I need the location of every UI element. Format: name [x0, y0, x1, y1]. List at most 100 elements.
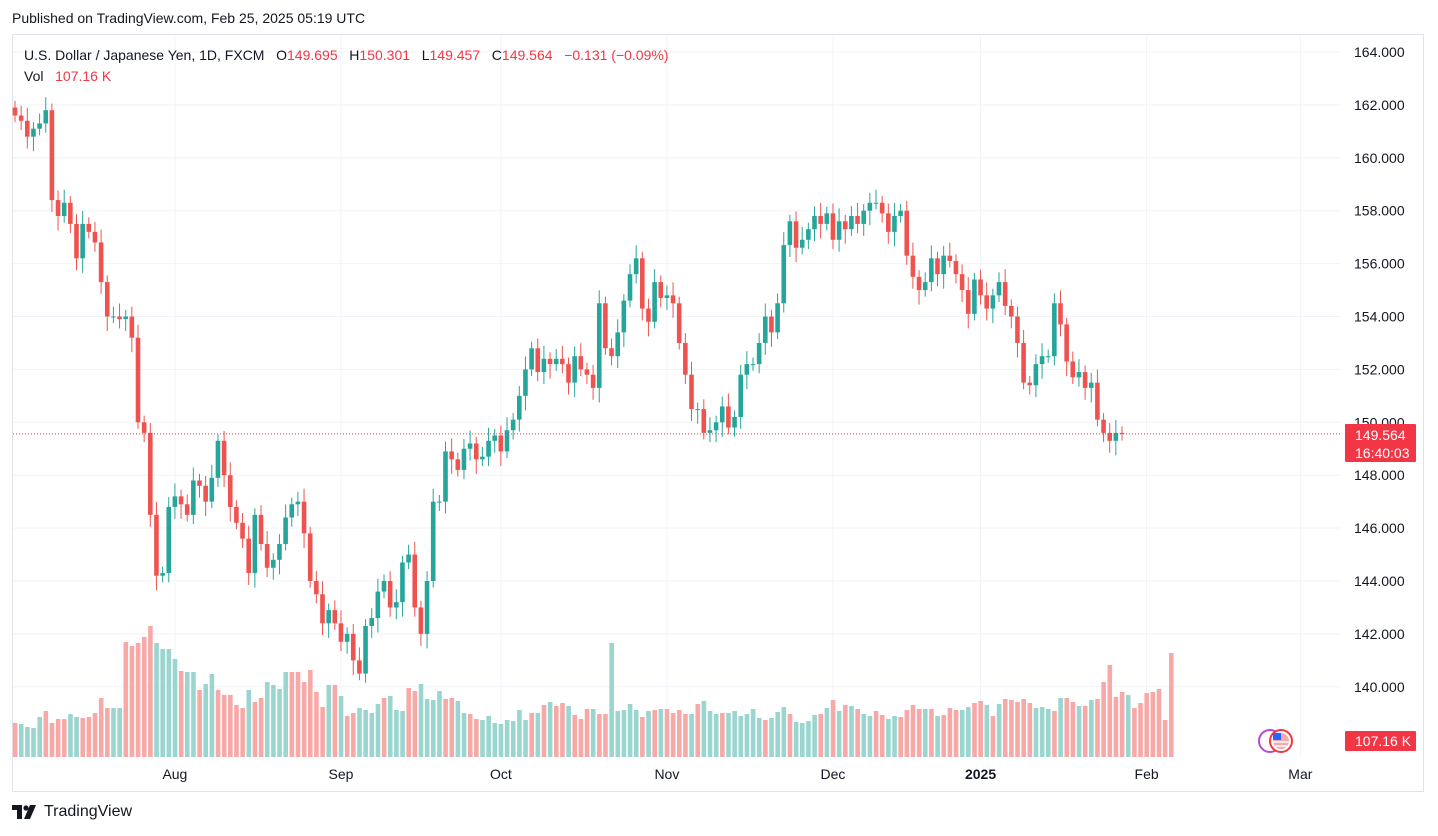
volume-bar	[1125, 695, 1131, 757]
candle	[400, 555, 405, 617]
candle	[836, 208, 842, 252]
volume-bar	[781, 707, 787, 757]
volume-bars	[12, 626, 1174, 757]
candle	[775, 293, 780, 339]
candle	[227, 462, 233, 522]
candle	[566, 357, 571, 395]
volume-bar	[935, 716, 940, 757]
candle	[111, 306, 116, 324]
volume-bar	[652, 710, 657, 757]
price-tick-label: 148.000	[1354, 467, 1405, 483]
legend-ohlc-row: U.S. Dollar / Japanese Yen, 1D, FXCM O14…	[24, 45, 668, 66]
candle	[596, 290, 602, 403]
volume-bar	[996, 704, 1002, 757]
volume-bar	[929, 709, 934, 757]
candle	[806, 222, 811, 250]
candle	[1119, 426, 1125, 441]
time-axis[interactable]: Aug Sep Oct Nov Dec 2025 Feb Mar	[162, 766, 1312, 782]
volume-bar	[400, 711, 405, 757]
volume-bar	[1150, 692, 1156, 757]
candle	[197, 473, 202, 498]
legend-low-value: 149.457	[429, 47, 481, 63]
volume-bar	[234, 705, 239, 757]
legend-volume-label[interactable]: Vol	[24, 68, 44, 84]
tradingview-logo[interactable]: TradingView	[12, 803, 132, 821]
candle	[430, 488, 436, 588]
candle	[978, 269, 983, 305]
legend-close-value: 149.564	[501, 47, 553, 63]
candle	[517, 386, 522, 432]
candle	[123, 309, 128, 332]
volume-bar	[787, 714, 793, 757]
candle	[1015, 306, 1020, 358]
volume-bar	[443, 699, 448, 757]
candle	[240, 513, 245, 548]
candle	[295, 491, 301, 517]
volume-bar	[898, 717, 903, 757]
volume-bar	[855, 709, 860, 757]
volume-bar	[271, 685, 276, 757]
candle	[984, 282, 989, 321]
candle	[148, 423, 153, 527]
volume-bar	[68, 714, 73, 757]
candle	[172, 483, 178, 519]
volume-bar	[191, 672, 196, 757]
candle	[627, 264, 633, 308]
legend-symbol[interactable]: U.S. Dollar / Japanese Yen, 1D, FXCM	[24, 47, 265, 63]
candle	[234, 500, 239, 530]
volume-bar	[830, 700, 836, 757]
volume-tag-bg	[1345, 731, 1416, 751]
price-tick-label: 144.000	[1354, 573, 1405, 589]
candle	[787, 214, 793, 257]
volume-bar	[621, 710, 627, 757]
time-tick-label: Feb	[1135, 766, 1159, 782]
candle	[357, 647, 362, 681]
legend-volume-row: Vol 107.16 K	[24, 66, 668, 87]
volume-bar	[394, 710, 399, 757]
candle	[510, 413, 516, 440]
candle	[135, 324, 141, 429]
volume-bar	[750, 709, 756, 757]
time-tick-label: 2025	[965, 766, 996, 782]
volume-bar	[818, 714, 824, 757]
candle	[486, 427, 491, 466]
volume-bar	[633, 710, 639, 757]
candle	[461, 438, 467, 480]
legend-close-label: C	[491, 47, 502, 63]
candle	[154, 501, 159, 591]
volume-bar	[664, 709, 670, 757]
volume-bar	[744, 714, 750, 757]
candle	[1009, 299, 1014, 329]
candle	[437, 495, 442, 511]
candle	[763, 303, 768, 355]
volume-tag-label: 107.16 K	[1355, 733, 1412, 749]
price-axis[interactable]: 164.000 162.000 160.000 158.000 156.000 154.0…	[1354, 44, 1405, 695]
candle	[1058, 290, 1063, 337]
candle	[609, 338, 614, 366]
volume-bar	[295, 672, 301, 757]
volume-bar	[375, 704, 381, 757]
volume-bar	[314, 692, 319, 757]
volume-bar	[111, 708, 116, 757]
chart-frame[interactable]	[12, 34, 1424, 792]
candle	[314, 571, 319, 604]
volume-bar	[603, 714, 608, 757]
volume-bar	[504, 720, 510, 757]
volume-bar	[836, 711, 842, 757]
candle	[12, 100, 18, 123]
candle	[529, 341, 534, 377]
candle	[646, 298, 651, 337]
candle	[756, 333, 762, 374]
candle	[80, 210, 85, 273]
volume-bar	[492, 723, 498, 757]
candle	[1045, 349, 1051, 363]
volume-bar	[953, 710, 959, 757]
candle	[184, 494, 190, 522]
tradingview-brand-label: TradingView	[44, 803, 133, 820]
volume-bar	[283, 672, 288, 757]
volume-bar	[590, 709, 596, 757]
volume-bar	[363, 710, 368, 757]
candle	[74, 214, 79, 271]
us-flag-icon[interactable]	[1258, 729, 1293, 753]
